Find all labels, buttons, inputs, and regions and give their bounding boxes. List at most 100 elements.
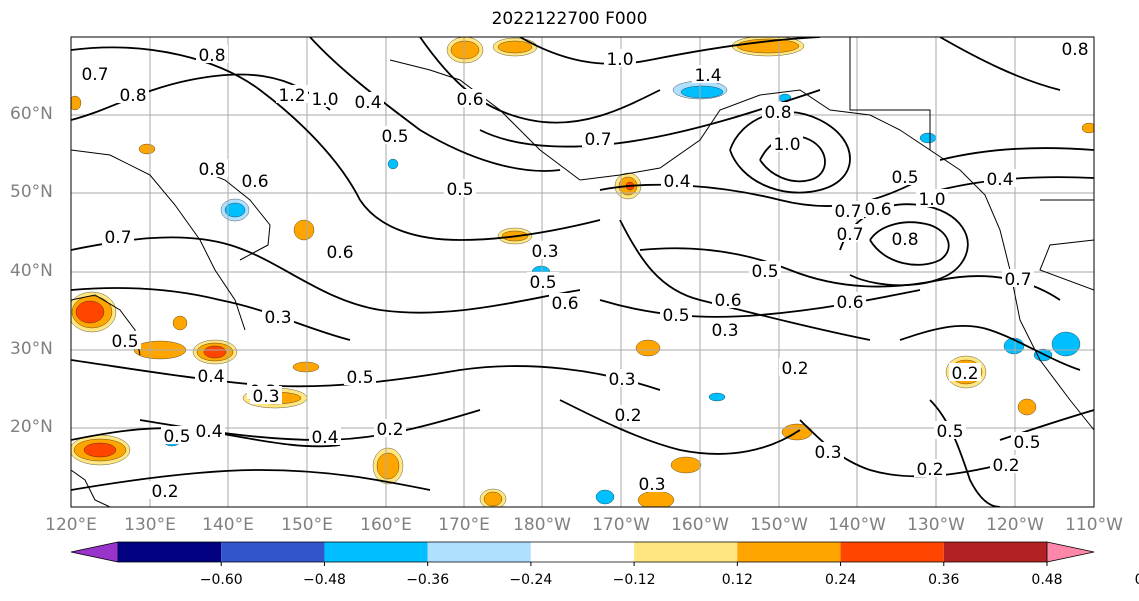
contour-label: 0.2: [992, 456, 1019, 476]
contour-label: 0.5: [446, 180, 473, 200]
contour-lines: [71, 37, 1094, 507]
contour-label: 1.2: [278, 86, 305, 106]
latitude-label: 30°N: [10, 339, 53, 359]
contour-label: 0.4: [986, 170, 1013, 190]
contour-label: 0.7: [81, 65, 108, 85]
contour-label: 0.7: [104, 228, 131, 248]
colorbar-segment: [530, 542, 635, 562]
colorbar-tick-label: −0.60: [199, 572, 243, 588]
colorbar-segment: [737, 542, 841, 562]
contour-label: 0.8: [764, 103, 791, 123]
longitude-label: 130°E: [124, 515, 176, 535]
latitude-label: 20°N: [10, 417, 53, 437]
colorbar-segment: [118, 542, 222, 562]
colorbar-tick-label: 0.48: [1031, 572, 1063, 588]
contour-label: 0.3: [531, 242, 558, 262]
contour-label: 0.7: [834, 202, 861, 222]
contour-label: 0.6: [456, 90, 483, 110]
contour-label: 1.0: [606, 50, 633, 70]
contour-label: 1.0: [311, 90, 338, 110]
colorbar-tick-label: 0.24: [824, 572, 857, 588]
colorbar-segment: [840, 542, 944, 562]
contour-label: 0.7: [1004, 270, 1031, 290]
contour-label: 0.3: [638, 475, 665, 495]
colorbar-tick-label: −0.48: [302, 572, 346, 588]
contour-label: 0.2: [951, 364, 978, 384]
contour-label: 0.6: [864, 200, 891, 220]
contour-label: 0.7: [836, 225, 863, 245]
contour-label: 0.8: [198, 160, 225, 180]
colorbar-tick-label: −0.12: [612, 572, 656, 588]
contour-label: 0.5: [346, 368, 373, 388]
contour-label: 0.5: [163, 427, 190, 447]
contour-label: 0.6: [241, 172, 268, 192]
longitude-label: 170°W: [592, 515, 650, 535]
contour-label: 0.4: [197, 367, 224, 387]
colorbar-segment: [1046, 541, 1095, 563]
contour-label: 0.2: [916, 460, 943, 480]
contour-label: 0.3: [814, 443, 841, 463]
contour-label: 0.5: [751, 262, 778, 282]
colorbar-tick-label: 0.36: [928, 572, 960, 588]
longitude-label: 140°W: [828, 515, 886, 535]
longitude-label: 180°W: [513, 515, 571, 535]
colorbar-segment: [943, 542, 1047, 562]
longitude-label: 160°W: [671, 515, 729, 535]
longitude-label: 150°W: [750, 515, 808, 535]
longitude-label: 150°E: [281, 515, 333, 535]
longitude-label: 110°W: [1065, 515, 1123, 535]
contour-label: 0.6: [714, 291, 741, 311]
longitude-label: 120°W: [986, 515, 1044, 535]
longitude-label: 140°E: [202, 515, 254, 535]
contour-label: 0.4: [195, 422, 222, 442]
contour-label: 0.2: [376, 420, 403, 440]
colorbar-segment: [634, 542, 738, 562]
contour-label: 0.6: [326, 243, 353, 263]
contour-label: 0.4: [354, 93, 381, 113]
longitude-label: 130°W: [907, 515, 965, 535]
contour-label: 0.4: [663, 172, 690, 192]
contour-label: 0.8: [891, 230, 918, 250]
colorbar-segment: [70, 541, 119, 563]
contour-label: 1.0: [918, 190, 945, 210]
map-title: 2022122700 F000: [491, 9, 648, 29]
contour-label: 0.8: [198, 46, 225, 66]
contour-label: 0.5: [936, 422, 963, 442]
latitude-label: 40°N: [10, 261, 53, 281]
contour-label: 1.4: [694, 66, 721, 86]
contour-label: 0.3: [252, 387, 279, 407]
contour-label: 0.8: [1061, 40, 1088, 60]
colorbar-segment: [221, 542, 325, 562]
latitude-label: 50°N: [10, 182, 53, 202]
contour-label: 0.5: [111, 332, 138, 352]
map-frame: [70, 36, 1095, 508]
contour-label: 0.2: [781, 359, 808, 379]
contour-label: 0.2: [151, 482, 178, 502]
contour-label: 0.5: [381, 127, 408, 147]
map-figure: 0.80.70.8 1.2 1.0 0.40.50.61.01.40.80.7 1.00…: [70, 36, 1095, 508]
colorbar-tick-label: 0.12: [721, 572, 753, 588]
contour-label: 0.3: [608, 370, 635, 390]
contour-label: 0.5: [1013, 433, 1040, 453]
contour-label: 1.0: [773, 135, 800, 155]
contour-label: 0.4: [311, 428, 338, 448]
contour-label: 0.8: [119, 86, 146, 106]
contour-label: 0.5: [662, 306, 689, 326]
contour-labels: 0.80.70.8 1.2 1.0 0.40.50.61.01.40.80.7 1.00…: [79, 39, 1091, 502]
contour-label: 0.6: [836, 293, 863, 313]
colorbar-segment: [427, 542, 531, 562]
contour-label: 0.2: [614, 406, 641, 426]
longitude-label: 160°E: [360, 515, 412, 535]
contour-label: 0.5: [891, 168, 918, 188]
colorbar-tick-label: −0.36: [406, 572, 450, 588]
contour-label: 0.5: [529, 273, 556, 293]
colorbar-segment: [324, 542, 428, 562]
contour-label: 0.7: [584, 130, 611, 150]
longitude-label: 170°E: [438, 515, 490, 535]
contour-label: 0.3: [711, 321, 738, 341]
latitude-label: 60°N: [10, 104, 53, 124]
colorbar-tick-label: −0.24: [509, 572, 553, 588]
colorbar-tick-label: 0.60: [1135, 572, 1139, 588]
contour-label: 0.6: [551, 294, 578, 314]
contour-label: 0.3: [264, 308, 291, 328]
